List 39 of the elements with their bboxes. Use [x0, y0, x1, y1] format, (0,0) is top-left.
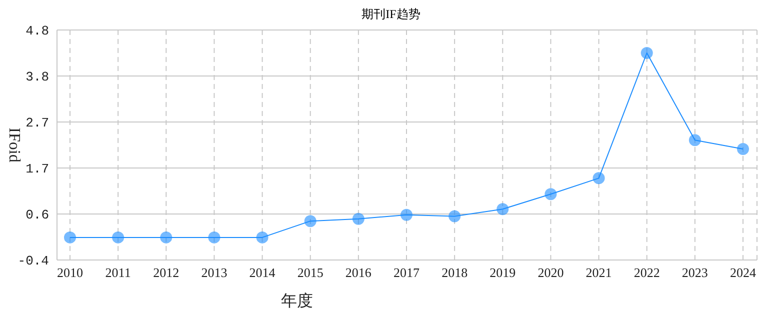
chart-title: 期刊IF趋势 — [360, 6, 422, 23]
x-tick-label: 2014 — [249, 265, 276, 280]
x-tick-label: 2022 — [634, 265, 660, 280]
point — [304, 215, 316, 228]
x-tick-label: 2011 — [105, 265, 131, 280]
point — [352, 212, 364, 225]
point — [688, 134, 701, 146]
x-tick-label: 2021 — [586, 265, 612, 280]
point — [256, 231, 268, 244]
x-tick-label: 2024 — [730, 265, 756, 280]
x-tick-label: 2012 — [153, 265, 180, 280]
x-tick-label: 2015 — [297, 265, 324, 280]
x-tick-label: 2013 — [201, 265, 228, 280]
point — [64, 231, 76, 244]
y-tick-label: -0.4 — [18, 254, 50, 269]
point — [496, 203, 509, 216]
point — [544, 188, 557, 200]
point — [737, 142, 749, 155]
x-tick-label: 2017 — [394, 265, 420, 280]
y-tick-label: 1.7 — [26, 162, 49, 177]
y-tick-label: 4.8 — [26, 24, 49, 39]
point — [448, 210, 461, 222]
x-tick-label: 2018 — [442, 265, 468, 280]
x-tick-label: 2023 — [682, 265, 708, 280]
point — [160, 231, 172, 244]
x-axis-title: 年度 — [281, 292, 313, 310]
point — [592, 172, 605, 184]
point — [400, 208, 412, 221]
y-tick-label: 0.6 — [26, 208, 49, 223]
point — [640, 47, 653, 59]
point — [208, 231, 220, 244]
y-tick-label: 2.7 — [26, 116, 49, 131]
point — [112, 231, 124, 244]
x-tick-label: 2019 — [490, 265, 516, 280]
y-tick-label: 3.8 — [26, 70, 49, 85]
x-tick-label: 2020 — [538, 265, 564, 280]
x-tick-label: 2016 — [345, 265, 372, 280]
y-axis-title: IFoid — [6, 128, 22, 162]
x-tick-label: 2010 — [57, 265, 83, 280]
